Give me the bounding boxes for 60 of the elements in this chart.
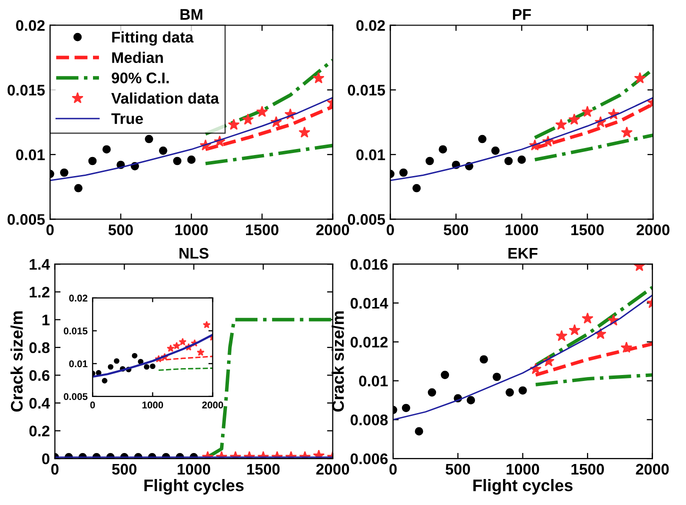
x-tick-label: 0 (51, 464, 59, 475)
y-tick-label: 0.01 (69, 360, 88, 368)
y-tick-label: 0.005 (64, 393, 88, 400)
y-tick-label: 0.014 (350, 298, 388, 309)
legend-label: Validation data (111, 92, 220, 104)
x-tick-label: 2000 (316, 464, 350, 475)
x-tick-label: 0 (90, 402, 95, 408)
x-tick-label: 1000 (175, 224, 208, 236)
x-tick-label: 500 (444, 224, 468, 236)
x-tick-label: 1500 (246, 224, 278, 236)
y-tick-label: 0.016 (350, 258, 388, 270)
y-tick-label: 0.005 (8, 214, 45, 225)
x-tick-label: 2000 (636, 224, 670, 236)
y-axis-title: Crack size/m (332, 311, 344, 412)
y-tick-label: 0.01 (356, 149, 386, 160)
y-tick-label: 1.2 (30, 286, 50, 298)
x-tick-label: 1000 (506, 224, 538, 236)
y-tick-label: 0.02 (356, 20, 385, 31)
x-tick-label: 2000 (636, 464, 669, 475)
y-tick-label: 0.005 (348, 214, 386, 225)
chart-title: PF (512, 9, 531, 20)
legend-label: True (111, 113, 143, 124)
x-tick-label: 1500 (572, 464, 604, 475)
x-tick-label: 1500 (247, 464, 280, 475)
chart-title: EKF (508, 248, 538, 259)
legend-label: Fitting data (112, 31, 194, 46)
x-axis-title: Flight cycles (473, 479, 573, 495)
x-tick-label: 500 (108, 224, 133, 236)
y-tick-label: 0.2 (29, 426, 50, 436)
y-tick-label: 0.008 (350, 414, 388, 426)
x-tick-label: 500 (112, 464, 136, 475)
legend-label: 90% C.I. (112, 72, 169, 84)
y-tick-label: 0 (42, 453, 50, 464)
x-tick-label: 2000 (316, 224, 350, 236)
y-tick-label: 1.4 (30, 259, 50, 270)
x-tick-label: 0 (389, 464, 397, 475)
y-tick-label: 0.006 (350, 453, 388, 464)
y-tick-label: 0.6 (29, 370, 50, 381)
x-tick-label: 1000 (178, 464, 210, 475)
legend-label: Median (112, 52, 163, 64)
y-tick-label: 0.01 (359, 376, 388, 386)
chart-title: NLS (180, 248, 208, 259)
y-tick-label: 0.02 (69, 294, 88, 302)
x-tick-label: 1500 (571, 224, 604, 236)
y-tick-label: 0.4 (29, 398, 50, 409)
x-axis-title: Flight cycles (144, 479, 244, 495)
y-tick-label: 1 (42, 314, 50, 326)
y-axis-title: Crack size/m (10, 311, 23, 412)
y-tick-label: 0.012 (350, 336, 388, 348)
y-tick-label: 0.8 (29, 342, 50, 354)
x-tick-label: 1000 (506, 464, 540, 475)
x-tick-label: 500 (446, 464, 470, 475)
x-tick-label: 2000 (202, 402, 224, 408)
chart-title: BM (180, 9, 202, 20)
y-tick-label: 0.015 (348, 84, 386, 96)
y-tick-label: 0.02 (16, 20, 45, 31)
x-tick-label: 1000 (142, 402, 164, 408)
y-tick-label: 0.01 (16, 149, 45, 160)
y-tick-label: 0.015 (64, 328, 88, 334)
y-tick-label: 0.015 (8, 84, 45, 96)
